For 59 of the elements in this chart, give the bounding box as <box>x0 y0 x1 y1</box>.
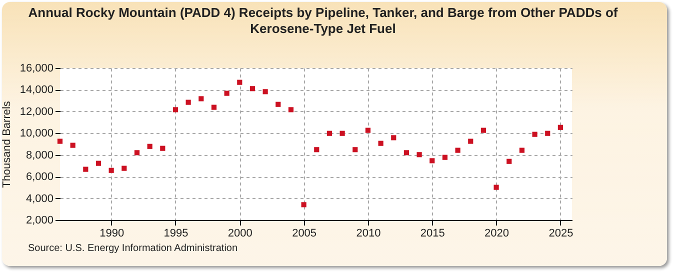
point <box>314 147 320 152</box>
x-tick-label: 2000 <box>228 228 252 240</box>
point <box>340 130 345 136</box>
x-tick-label: 1995 <box>164 228 188 240</box>
point <box>519 148 525 153</box>
y-tick-label: 8,000 <box>26 149 54 162</box>
y-tick-label: 16,000 <box>20 62 54 74</box>
point <box>250 86 256 92</box>
x-tick-label: 2005 <box>292 228 317 240</box>
x-tick-label: 2015 <box>420 228 445 240</box>
source-note: Source: U.S. Energy Information Administration <box>28 243 238 254</box>
point <box>108 168 114 173</box>
y-tick-label: 14,000 <box>20 84 54 96</box>
point <box>211 104 217 110</box>
point <box>276 102 281 107</box>
x-tick-label: 2020 <box>484 228 510 240</box>
y-tick-label: 10,000 <box>20 128 54 140</box>
point <box>494 184 499 190</box>
chart-title: Annual Rocky Mountain (PADD 4) Receipts by Pipeline, Tanker, and Barge from Other PADDs of Kerosene-Type Jet Fuel <box>27 5 619 37</box>
point <box>57 138 63 144</box>
point <box>288 107 294 112</box>
point <box>96 160 102 166</box>
point <box>558 124 563 130</box>
y-tick-label: 4,000 <box>26 192 54 205</box>
point <box>262 89 268 94</box>
point <box>365 128 371 133</box>
point <box>160 146 166 151</box>
point <box>172 107 178 112</box>
point <box>532 132 538 137</box>
point <box>147 144 152 149</box>
point <box>506 158 512 164</box>
y-axis-title: Thousand Barrels <box>0 100 13 188</box>
point <box>122 166 127 171</box>
point <box>186 100 191 105</box>
point <box>391 135 396 140</box>
y-tick-label: 2,000 <box>26 214 54 226</box>
point <box>224 90 230 96</box>
point <box>545 130 550 136</box>
point <box>237 80 242 85</box>
point <box>468 138 474 144</box>
point <box>430 158 435 164</box>
x-tick-label: 1990 <box>100 228 124 240</box>
point <box>352 147 358 152</box>
point <box>198 96 204 102</box>
point <box>404 150 410 156</box>
point <box>301 202 306 208</box>
point <box>326 130 332 136</box>
point <box>416 152 422 158</box>
point <box>70 142 76 148</box>
x-tick-label: 2025 <box>548 228 574 240</box>
y-tick-label: 12,000 <box>20 106 54 118</box>
point <box>83 166 88 172</box>
x-tick-label: 2010 <box>356 228 381 240</box>
y-tick-label: 6,000 <box>26 171 54 184</box>
point <box>480 128 486 133</box>
point <box>378 140 384 146</box>
point <box>134 150 140 156</box>
point <box>442 154 448 160</box>
point <box>455 148 460 153</box>
